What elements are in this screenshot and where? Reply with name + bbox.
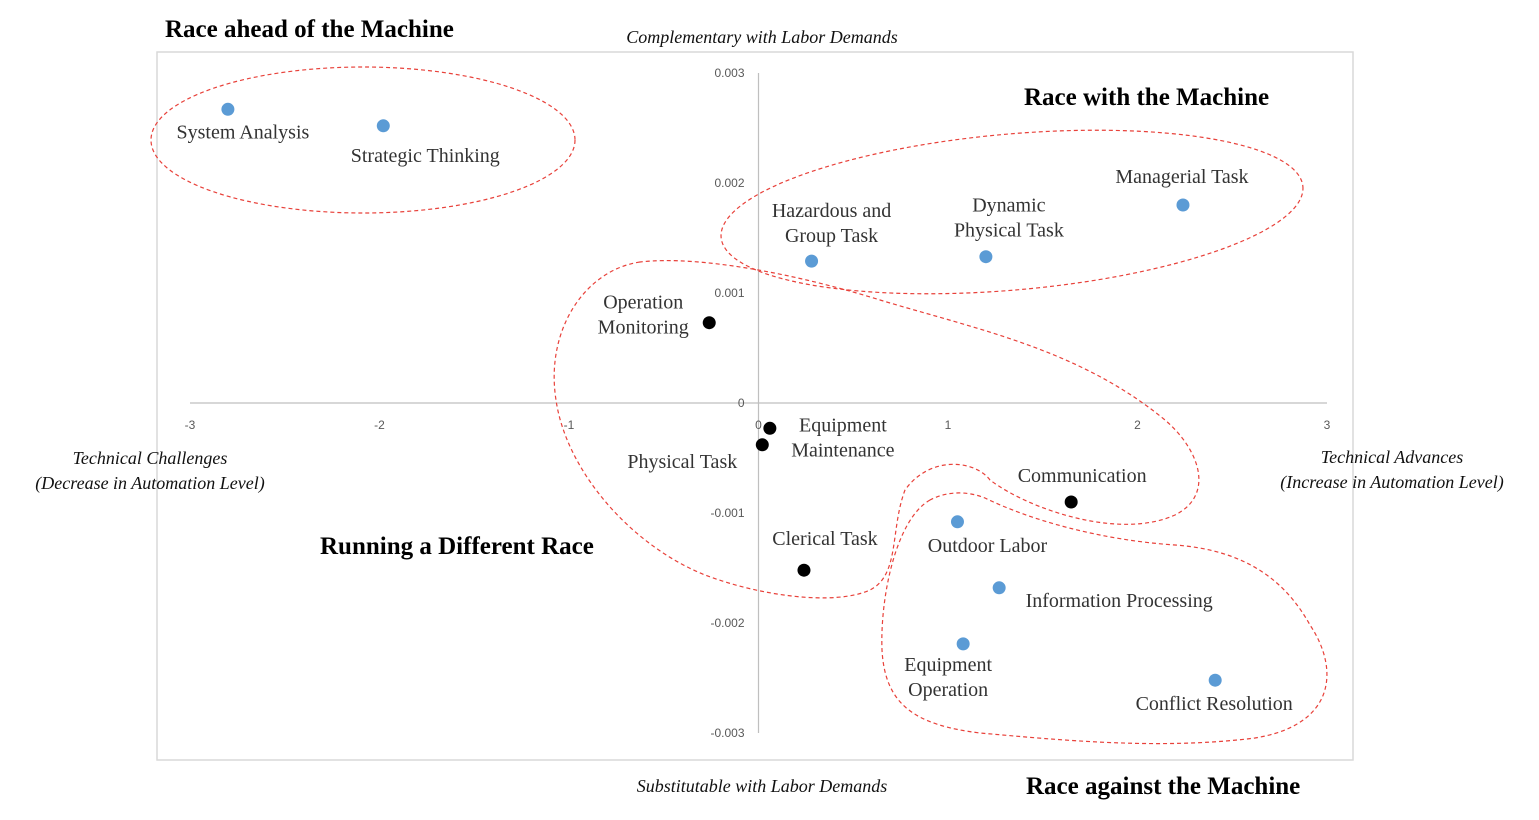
quadrant-title-middle-left: Running a Different Race xyxy=(320,533,594,560)
quadrant-title-top-right: Race with the Machine xyxy=(1024,84,1269,111)
data-points xyxy=(221,102,1222,687)
data-point-label: Physical Task xyxy=(627,451,737,473)
data-point-label: Information Processing xyxy=(1026,590,1213,612)
cluster-race-with-outline xyxy=(720,129,1304,295)
data-point xyxy=(797,563,811,577)
axis-caption-right-line1: Technical Advances xyxy=(1321,447,1463,467)
y-tick-label: -0.001 xyxy=(710,506,744,520)
axis-caption-left-line2: (Decrease in Automation Level) xyxy=(35,473,264,494)
y-tick-labels: 0.003 0.002 0.001 0 -0.001 -0.002 -0.003 xyxy=(710,66,744,740)
cluster-race-against-outline xyxy=(881,492,1328,745)
data-point xyxy=(1064,495,1078,509)
data-point xyxy=(992,581,1006,595)
axis-caption-right-line2: (Increase in Automation Level) xyxy=(1280,472,1503,493)
data-point xyxy=(221,102,235,116)
data-point-label: Conflict Resolution xyxy=(1136,693,1293,715)
y-tick-label: 0.003 xyxy=(714,66,744,80)
data-point-label: Communication xyxy=(1018,465,1147,487)
y-tick-label: 0.002 xyxy=(714,176,744,190)
x-tick-label: 1 xyxy=(945,418,952,432)
data-point-label: Operation Monitoring xyxy=(598,292,689,339)
data-point-label: Hazardous and Group Task xyxy=(772,200,891,247)
x-tick-label: -2 xyxy=(374,418,385,432)
data-point-label: Equipment Maintenance xyxy=(791,414,894,461)
data-point xyxy=(1208,673,1222,687)
axis-caption-left-line1: Technical Challenges xyxy=(73,448,228,468)
data-point-label: Managerial Task xyxy=(1115,166,1248,188)
x-tick-label: -1 xyxy=(564,418,575,432)
data-point-label: Outdoor Labor xyxy=(928,535,1048,557)
data-point-label: Equipment Operation xyxy=(904,654,992,701)
data-point xyxy=(702,316,716,330)
quadrant-title-bottom-right: Race against the Machine xyxy=(1026,773,1300,800)
y-tick-label: -0.002 xyxy=(710,616,744,630)
data-point xyxy=(950,515,964,529)
data-point xyxy=(979,250,993,264)
axes xyxy=(190,73,1327,733)
data-point xyxy=(805,254,819,268)
x-tick-labels: -3 -2 -1 0 1 2 3 xyxy=(185,418,1331,432)
data-point xyxy=(376,119,390,133)
plot-area-border xyxy=(156,51,1354,761)
data-point xyxy=(956,637,970,651)
y-tick-label: 0 xyxy=(738,396,745,410)
y-tick-label: 0.001 xyxy=(714,286,744,300)
data-point xyxy=(1176,198,1190,212)
y-tick-label: -0.003 xyxy=(710,726,744,740)
data-point xyxy=(755,438,769,452)
axis-caption-top: Complementary with Labor Demands xyxy=(626,27,898,47)
x-tick-label: 3 xyxy=(1324,418,1331,432)
x-tick-label: 0 xyxy=(755,418,762,432)
data-point-label: System Analysis xyxy=(177,121,310,143)
x-tick-label: -3 xyxy=(185,418,196,432)
x-tick-label: 2 xyxy=(1134,418,1141,432)
cluster-race-ahead-outline xyxy=(150,66,576,214)
data-point-label: Strategic Thinking xyxy=(351,145,500,167)
data-point-label: Dynamic Physical Task xyxy=(954,195,1064,242)
data-point xyxy=(763,421,777,435)
data-point-labels: System Analysis Strategic Thinking Manager… xyxy=(177,121,1293,715)
axis-caption-bottom: Substitutable with Labor Demands xyxy=(637,776,888,796)
data-point-label: Clerical Task xyxy=(772,528,877,550)
quadrant-title-top-left: Race ahead of the Machine xyxy=(165,16,454,43)
cluster-outlines xyxy=(150,66,1328,745)
